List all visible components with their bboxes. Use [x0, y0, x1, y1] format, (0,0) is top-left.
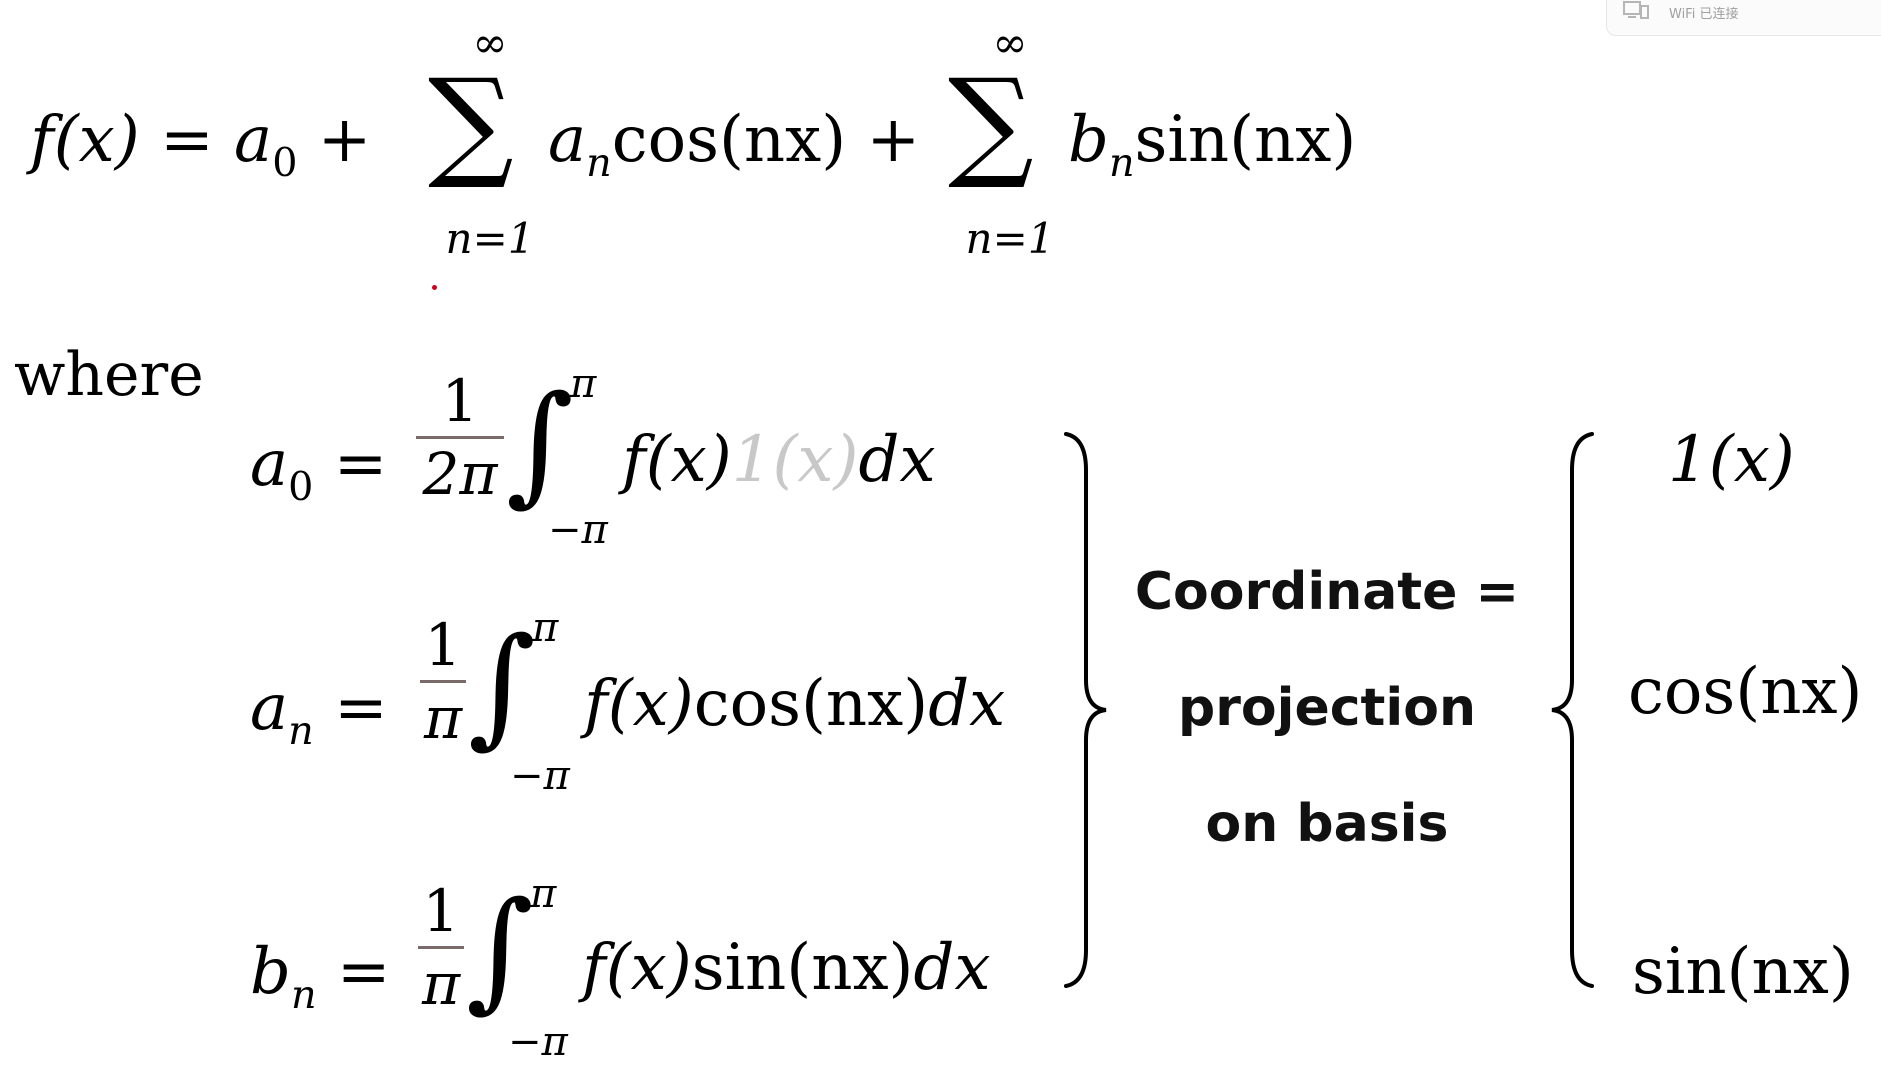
sum1-upper: ∞: [472, 18, 508, 67]
bn-numerator: 1: [422, 877, 460, 945]
bn-basis: sin(nx): [691, 931, 914, 1005]
right-brace: [1064, 432, 1107, 988]
tray-text: WiFi 已连接: [1669, 7, 1739, 22]
a0-lhs: a0 =: [250, 432, 387, 508]
plus-sign: +: [317, 103, 372, 177]
an-sub: n: [586, 140, 612, 187]
tray-notification[interactable]: WiFi 已连接: [1606, 0, 1881, 36]
bn-fraction: 1 π: [418, 882, 464, 1013]
bn-lhs: bn =: [250, 940, 391, 1016]
an-lower: −π: [510, 753, 570, 799]
cos-expression: cos(nx): [611, 103, 847, 177]
bn-dx: dx: [913, 931, 991, 1005]
sum2-sigma: ∑: [948, 54, 1034, 193]
left-brace: [1551, 432, 1594, 988]
an-fraction-bar: [420, 680, 466, 683]
bn-integrand: f(x)sin(nx)dx: [582, 936, 991, 1000]
sin-term: bnsin(nx): [1068, 108, 1356, 184]
a0-eq: =: [333, 427, 388, 501]
bn-f: f: [582, 931, 606, 1005]
an-numerator: 1: [424, 611, 462, 679]
bn-fraction-bar: [418, 946, 464, 949]
bn-upper: π: [530, 871, 557, 917]
an-upper: π: [532, 605, 559, 651]
series-lhs: f(x) = a0 +: [30, 108, 371, 184]
a0-basis-grey: 1(x): [731, 423, 859, 497]
a0-upper: π: [570, 361, 597, 407]
a0-lower: −π: [548, 507, 608, 553]
bn-sub-lhs: n: [290, 972, 317, 1019]
bn-var-lhs: b: [250, 935, 291, 1009]
an-eq: =: [334, 671, 388, 745]
a0-dx: dx: [858, 423, 936, 497]
an-fraction: 1 π: [420, 616, 466, 747]
sum1-sigma: ∑: [428, 54, 514, 193]
a0-sub: 0: [288, 464, 314, 511]
device-connect-icon: [1623, 1, 1649, 19]
lhs-f: f: [30, 103, 54, 177]
sum1-lower: n=1: [445, 214, 535, 263]
laser-pointer-dot: [432, 285, 437, 290]
sum2-upper: ∞: [992, 18, 1028, 67]
an-basis: cos(nx): [693, 667, 929, 741]
basis-one: 1(x): [1668, 428, 1795, 492]
an-var: a: [548, 103, 587, 177]
label-line-3: on basis: [1205, 794, 1449, 854]
bn-eq: =: [336, 935, 391, 1009]
an-integrand: f(x)cos(nx)dx: [584, 672, 1005, 736]
bn-integral: ∫: [466, 873, 534, 1025]
where-label: where: [14, 340, 204, 410]
a0-f: f: [622, 423, 646, 497]
a0-fraction-bar: [416, 436, 504, 439]
an-dx: dx: [928, 667, 1006, 741]
an-denominator: π: [423, 684, 463, 752]
an-var-lhs: a: [250, 671, 289, 745]
bn-var: b: [1068, 103, 1109, 177]
equals-sign: =: [160, 103, 214, 177]
bn-sub: n: [1108, 140, 1135, 187]
bn-lower: −π: [508, 1019, 568, 1065]
an-lhs: an =: [250, 676, 388, 752]
sum2-lower: n=1: [965, 214, 1055, 263]
basis-sin: sin(nx): [1632, 935, 1854, 1009]
an-integral: ∫: [468, 609, 536, 761]
a0-var: a: [250, 427, 289, 501]
a0-denominator: 2π: [422, 440, 498, 508]
cos-term: ancos(nx) +: [548, 108, 920, 184]
a-sub-0: 0: [272, 140, 298, 187]
lhs-arg: (x): [53, 103, 140, 177]
a0-integrand: f(x)1(x)dx: [622, 428, 936, 492]
label-line-2: projection: [1178, 678, 1476, 738]
bn-denominator: π: [421, 950, 461, 1018]
a-var: a: [234, 103, 273, 177]
an-sub-lhs: n: [288, 708, 314, 755]
an-farg: (x): [607, 667, 694, 741]
label-line-1: Coordinate =: [1134, 562, 1520, 622]
a0-fraction: 1 2π: [416, 372, 504, 503]
bn-farg: (x): [605, 931, 692, 1005]
an-f: f: [584, 667, 608, 741]
a0-integral: ∫: [506, 367, 574, 519]
a0-numerator: 1: [441, 367, 479, 435]
sin-expression: sin(nx): [1134, 103, 1357, 177]
a0-farg: (x): [645, 423, 732, 497]
plus-sign-2: +: [866, 103, 921, 177]
basis-one-text: 1(x): [1668, 423, 1795, 497]
basis-cos: cos(nx): [1628, 655, 1863, 729]
